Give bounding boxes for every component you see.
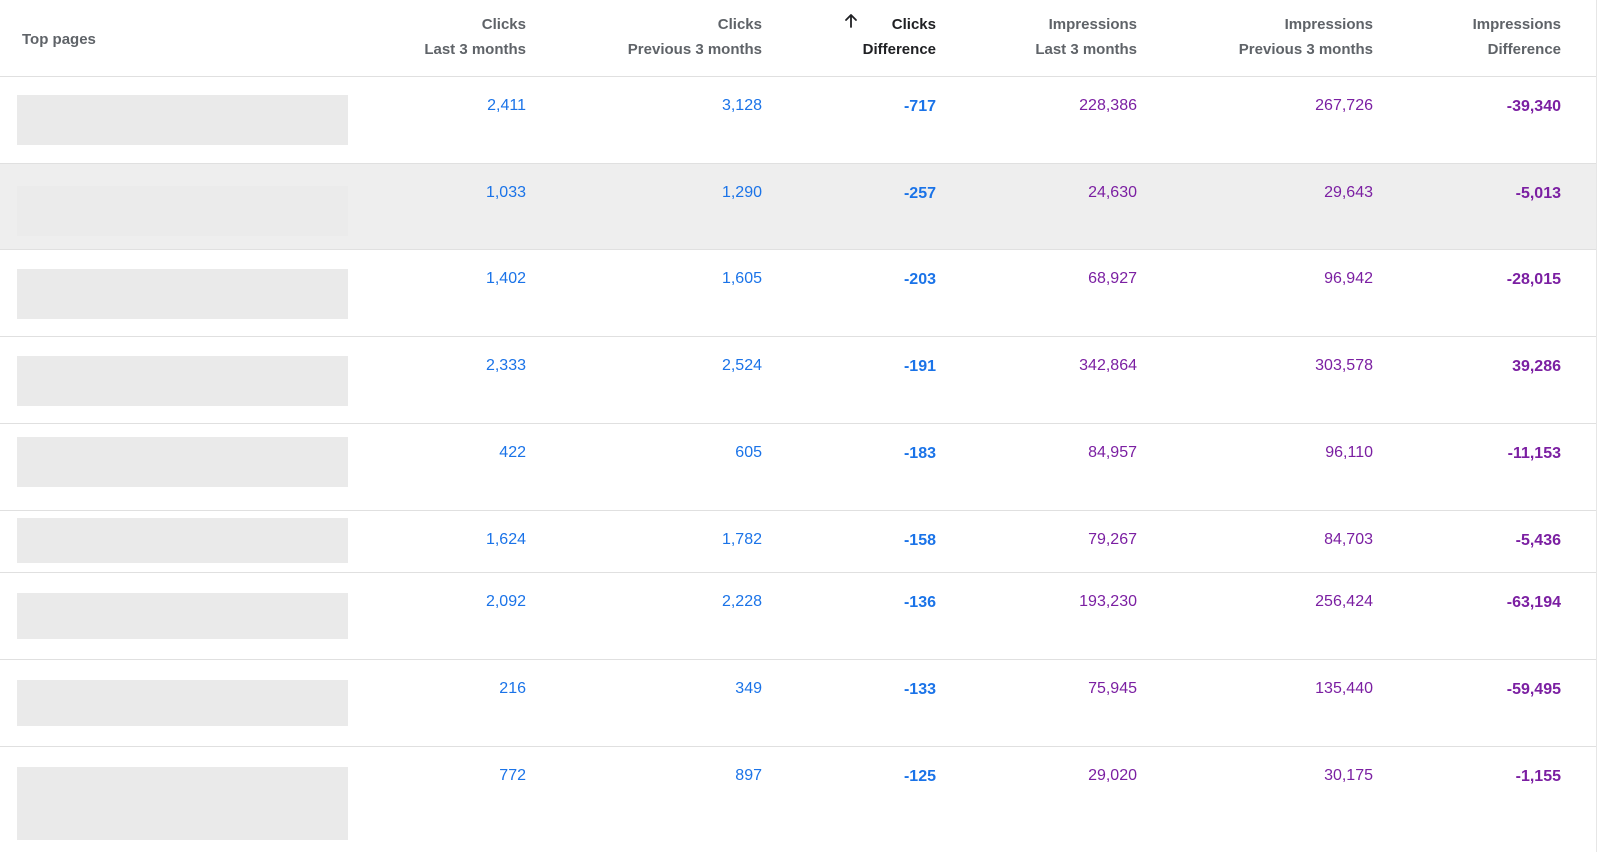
- page-url-placeholder[interactable]: [17, 437, 348, 487]
- table-row[interactable]: 216 349 -133 75,945 135,440 -59,495: [0, 660, 1596, 747]
- table-row[interactable]: 1,624 1,782 -158 79,267 84,703 -5,436: [0, 511, 1596, 573]
- impressions-last-value: 75,945: [1088, 680, 1137, 697]
- clicks-difference-value: -133: [903, 681, 936, 698]
- clicks-last-value: 1,033: [485, 184, 526, 201]
- page-url-placeholder[interactable]: [17, 269, 348, 319]
- table-row[interactable]: 1,402 1,605 -203 68,927 96,942 -28,015: [0, 250, 1596, 337]
- clicks-difference-value: -125: [903, 768, 936, 785]
- clicks-difference-value: -158: [903, 532, 936, 549]
- impressions-previous-value: 84,703: [1324, 531, 1373, 548]
- clicks-difference-value: -136: [903, 594, 936, 611]
- arrow-up-icon[interactable]: [843, 13, 859, 29]
- impressions-previous-value: 96,942: [1324, 270, 1373, 287]
- clicks-difference-value: -717: [903, 98, 936, 115]
- page-url-placeholder[interactable]: [17, 356, 348, 406]
- impressions-last-value: 193,230: [1079, 593, 1137, 610]
- impressions-difference-value: -28,015: [1506, 271, 1561, 288]
- clicks-difference-value: -203: [903, 271, 936, 288]
- table-row[interactable]: 772 897 -125 29,020 30,175 -1,155: [0, 747, 1596, 852]
- clicks-previous-value: 1,605: [721, 270, 762, 287]
- impressions-previous-value: 135,440: [1315, 680, 1373, 697]
- impressions-previous-value: 29,643: [1324, 184, 1373, 201]
- impressions-previous-value: 267,726: [1315, 97, 1373, 114]
- impressions-previous-value: 303,578: [1315, 357, 1373, 374]
- table-row[interactable]: 422 605 -183 84,957 96,110 -11,153: [0, 424, 1596, 511]
- clicks-last-value: 422: [499, 444, 526, 461]
- table-row[interactable]: 2,333 2,524 -191 342,864 303,578 39,286: [0, 337, 1596, 424]
- clicks-previous-value: 605: [735, 444, 762, 461]
- clicks-last-value: 216: [499, 680, 526, 697]
- impressions-difference-value: -39,340: [1506, 98, 1561, 115]
- page-url-placeholder[interactable]: [17, 518, 348, 563]
- impressions-previous-value: 256,424: [1315, 593, 1373, 610]
- clicks-previous-value: 1,782: [721, 531, 762, 548]
- impressions-last-value: 84,957: [1088, 444, 1137, 461]
- impressions-previous-value: 96,110: [1325, 444, 1373, 461]
- column-header-clicks-last[interactable]: Clicks Last 3 months: [424, 16, 526, 58]
- impressions-previous-value: 30,175: [1324, 767, 1373, 784]
- impressions-difference-value: -59,495: [1506, 681, 1561, 698]
- clicks-last-value: 2,411: [487, 97, 526, 114]
- table-row[interactable]: 2,092 2,228 -136 193,230 256,424 -63,194: [0, 573, 1596, 660]
- clicks-previous-value: 897: [735, 767, 762, 784]
- impressions-last-value: 228,386: [1079, 97, 1137, 114]
- column-header-clicks-previous[interactable]: Clicks Previous 3 months: [627, 16, 762, 58]
- column-header-impressions-last[interactable]: Impressions Last 3 months: [1035, 16, 1137, 58]
- table-header: Top pages Clicks Last 3 months Clicks Pr…: [0, 0, 1596, 77]
- table-row[interactable]: 1,033 1,290 -257 24,630 29,643 -5,013: [0, 164, 1596, 250]
- impressions-last-value: 342,864: [1079, 357, 1137, 374]
- impressions-last-value: 24,630: [1088, 184, 1137, 201]
- page-url-placeholder[interactable]: [17, 593, 348, 639]
- page-url-placeholder[interactable]: [17, 95, 348, 145]
- impressions-difference-value: 39,286: [1512, 358, 1561, 375]
- page-url-placeholder[interactable]: [17, 680, 348, 726]
- clicks-last-value: 2,333: [485, 357, 526, 374]
- clicks-difference-value: -257: [903, 185, 936, 202]
- page-url-placeholder[interactable]: [17, 767, 348, 840]
- clicks-previous-value: 349: [735, 680, 762, 697]
- clicks-last-value: 772: [499, 767, 526, 784]
- column-header-clicks-difference[interactable]: Clicks Difference: [862, 16, 936, 58]
- impressions-difference-value: -1,155: [1515, 768, 1561, 785]
- page-url-placeholder[interactable]: [17, 186, 348, 236]
- clicks-difference-value: -183: [903, 445, 936, 462]
- impressions-difference-value: -11,153: [1507, 445, 1561, 462]
- top-pages-header[interactable]: Top pages: [22, 31, 96, 48]
- table-row[interactable]: 2,411 3,128 -717 228,386 267,726 -39,340: [0, 77, 1596, 164]
- clicks-previous-value: 1,290: [721, 184, 762, 201]
- impressions-difference-value: -5,436: [1515, 532, 1561, 549]
- column-header-impressions-previous[interactable]: Impressions Previous 3 months: [1238, 16, 1373, 58]
- clicks-last-value: 2,092: [485, 593, 526, 610]
- clicks-previous-value: 3,128: [721, 97, 762, 114]
- clicks-previous-value: 2,228: [721, 593, 762, 610]
- clicks-difference-value: -191: [903, 358, 936, 375]
- impressions-difference-value: -5,013: [1515, 185, 1561, 202]
- clicks-previous-value: 2,524: [721, 357, 762, 374]
- clicks-last-value: 1,624: [485, 531, 526, 548]
- column-header-impressions-difference[interactable]: Impressions Difference: [1472, 16, 1561, 58]
- clicks-last-value: 1,402: [485, 270, 526, 287]
- impressions-last-value: 79,267: [1088, 531, 1137, 548]
- impressions-last-value: 29,020: [1088, 767, 1137, 784]
- impressions-last-value: 68,927: [1088, 270, 1137, 287]
- impressions-difference-value: -63,194: [1506, 594, 1561, 611]
